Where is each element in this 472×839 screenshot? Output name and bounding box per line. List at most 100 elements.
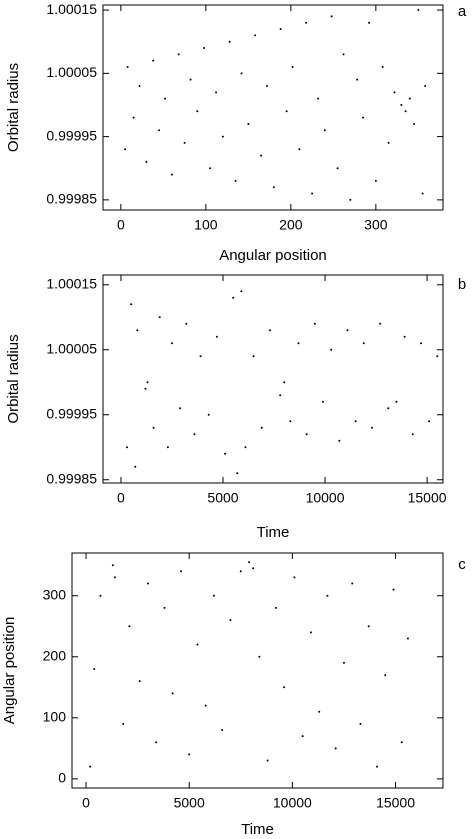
point — [346, 329, 349, 332]
point — [126, 66, 129, 69]
point — [354, 420, 357, 423]
y-tick-label: 0.99985 — [46, 470, 97, 486]
plot-frame — [102, 4, 444, 211]
point — [244, 446, 247, 449]
point — [289, 420, 292, 423]
point — [268, 329, 271, 332]
y-tick-label: 0.99985 — [46, 191, 97, 207]
point — [283, 686, 286, 689]
point — [291, 66, 294, 69]
point — [232, 296, 235, 299]
point — [379, 322, 382, 325]
point — [342, 53, 345, 56]
x-tick-label: 5000 — [207, 490, 238, 506]
point — [215, 335, 218, 338]
point — [221, 135, 224, 138]
point — [362, 342, 365, 345]
x-tick-label: 10000 — [306, 490, 345, 506]
y-axis-label: Angular position — [1, 617, 18, 725]
point — [166, 446, 169, 449]
point — [130, 303, 133, 306]
point — [400, 103, 403, 106]
point — [163, 606, 166, 609]
y-tick-label: 1.00015 — [46, 275, 97, 291]
point — [421, 192, 424, 195]
y-tick-label: 0.99995 — [46, 127, 97, 143]
y-tick-label: 0 — [58, 770, 66, 786]
point — [221, 729, 224, 732]
point — [146, 381, 149, 384]
point — [318, 710, 321, 713]
point — [146, 582, 149, 585]
panel-letter: c — [458, 556, 466, 573]
point — [236, 472, 239, 475]
point — [234, 179, 237, 182]
y-axis-label: Orbital radius — [5, 63, 22, 152]
point — [283, 381, 286, 384]
point — [367, 625, 370, 628]
point — [128, 625, 131, 628]
point — [215, 91, 218, 94]
point — [229, 619, 232, 622]
point — [368, 21, 371, 24]
x-tick-label: 200 — [279, 217, 303, 233]
point — [330, 15, 333, 18]
y-tick-label: 1.00005 — [46, 340, 97, 356]
panel-letter: a — [458, 3, 467, 20]
point — [370, 426, 373, 429]
point — [193, 433, 196, 436]
point — [99, 594, 102, 597]
point — [239, 570, 242, 573]
point — [413, 122, 416, 125]
point — [311, 192, 314, 195]
plot-frame — [102, 274, 444, 484]
point — [189, 78, 192, 81]
point — [209, 167, 212, 170]
point — [179, 407, 182, 410]
point — [436, 355, 439, 358]
x-axis-label: Time — [241, 821, 274, 838]
point — [152, 59, 155, 62]
point — [285, 110, 288, 113]
x-tick-label: 0 — [117, 490, 125, 506]
point — [183, 141, 186, 144]
point — [279, 28, 282, 31]
point — [240, 72, 243, 75]
x-tick-label: 100 — [194, 217, 218, 233]
point — [158, 129, 161, 132]
point — [356, 78, 359, 81]
point — [384, 674, 387, 677]
point — [93, 667, 96, 670]
point — [317, 97, 320, 100]
x-tick-label: 0 — [82, 795, 90, 811]
point — [132, 116, 135, 119]
point — [392, 588, 395, 591]
point — [152, 426, 155, 429]
point — [124, 148, 127, 151]
point — [254, 34, 257, 37]
point — [89, 765, 92, 768]
point — [424, 84, 427, 87]
y-axis-label: Orbital radius — [5, 334, 22, 423]
x-axis-label: Time — [257, 524, 290, 541]
point — [171, 692, 174, 695]
point — [406, 637, 409, 640]
point — [138, 84, 141, 87]
point — [266, 84, 269, 87]
point — [252, 355, 255, 358]
point — [338, 439, 341, 442]
y-tick-label: 300 — [43, 586, 67, 602]
point — [374, 179, 377, 182]
point — [403, 335, 406, 338]
point — [144, 387, 147, 390]
point — [266, 759, 269, 762]
point — [326, 594, 329, 597]
point — [111, 564, 114, 567]
point — [207, 413, 210, 416]
point — [145, 160, 148, 163]
point — [247, 122, 250, 125]
x-tick-label: 300 — [364, 217, 388, 233]
point — [342, 661, 345, 664]
x-axis-label: Angular position — [219, 247, 327, 264]
